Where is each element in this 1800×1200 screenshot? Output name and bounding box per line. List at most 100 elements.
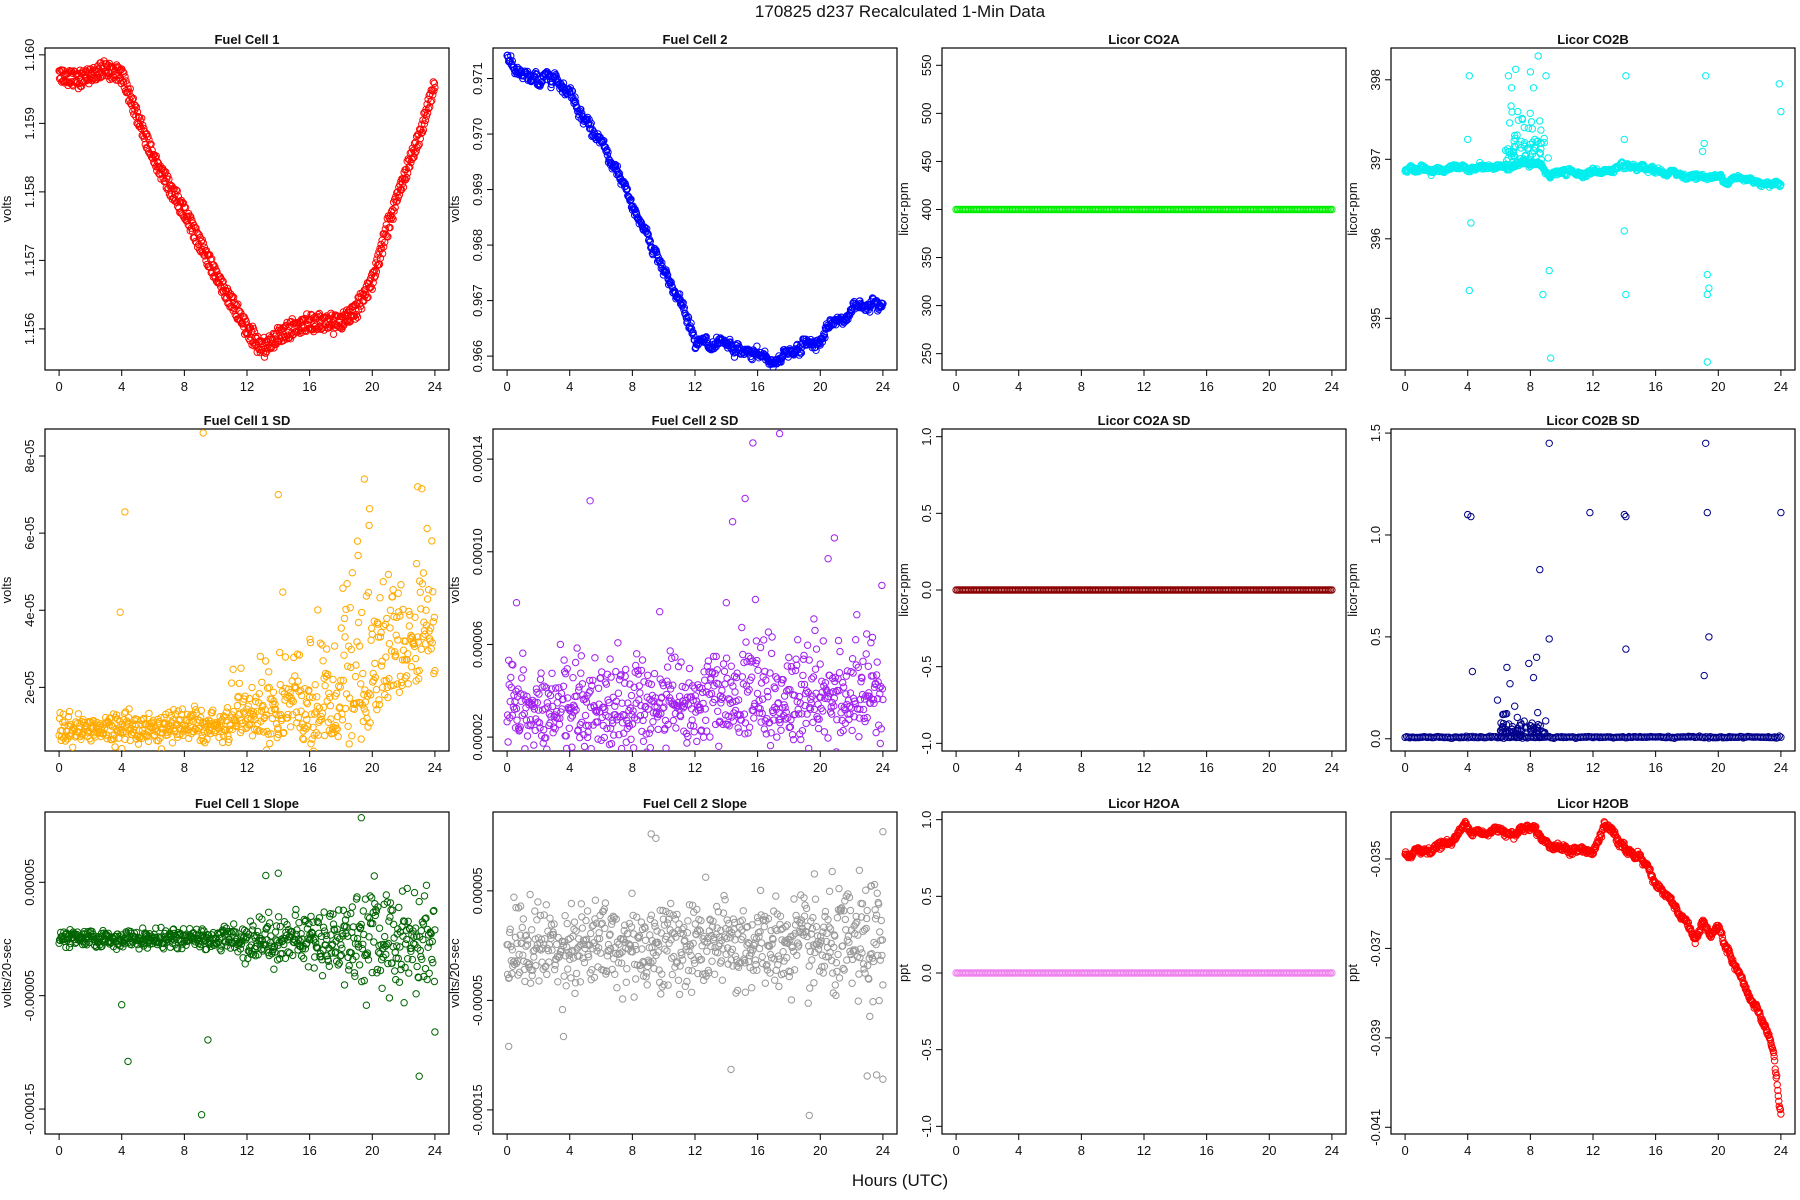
- data-point: [367, 636, 375, 644]
- data-point: [286, 689, 294, 697]
- data-point: [204, 716, 213, 724]
- data-point: [358, 305, 366, 313]
- data-point: [371, 272, 379, 280]
- data-point: [1777, 508, 1785, 517]
- data-point: [376, 594, 384, 602]
- data-point: [260, 713, 269, 722]
- data-point: [627, 735, 635, 743]
- data-point: [738, 673, 746, 681]
- data-point: [859, 705, 868, 714]
- y-tick-label: 0.966: [470, 340, 485, 373]
- y-tick-label: 1.158: [22, 176, 37, 209]
- data-point: [404, 650, 412, 658]
- x-tick-label: 12: [1586, 379, 1600, 394]
- data-point: [542, 734, 550, 742]
- y-tick-label: 0.00006: [470, 621, 485, 668]
- data-point: [345, 740, 353, 748]
- data-point: [615, 731, 623, 739]
- data-point: [1513, 713, 1522, 722]
- data-point: [764, 693, 772, 701]
- data-point: [763, 687, 772, 696]
- data-point: [351, 700, 359, 708]
- data-point: [398, 656, 407, 664]
- data-point: [791, 666, 800, 675]
- data-point: [617, 744, 626, 751]
- data-point: [773, 675, 781, 683]
- data-point: [514, 724, 523, 732]
- data-point: [799, 671, 807, 680]
- x-tick-label: 8: [1078, 760, 1085, 775]
- data-point: [334, 732, 342, 741]
- data-point: [675, 290, 684, 298]
- data-point: [1526, 109, 1534, 118]
- data-point: [798, 727, 807, 735]
- data-point: [659, 704, 667, 712]
- data-point: [543, 699, 551, 707]
- data-point: [621, 672, 629, 680]
- data-point: [773, 733, 781, 741]
- data-point: [606, 724, 615, 732]
- data-point: [411, 654, 420, 663]
- data-point: [543, 745, 551, 751]
- data-point: [259, 701, 267, 710]
- data-point: [159, 945, 168, 953]
- data-point: [284, 710, 292, 719]
- data-point: [812, 645, 821, 653]
- data-point: [719, 660, 728, 668]
- data-point: [656, 675, 664, 683]
- data-point: [1522, 728, 1530, 736]
- data-point: [687, 319, 695, 327]
- data-point: [836, 647, 844, 656]
- x-tick-label: 8: [629, 379, 636, 394]
- data-point: [296, 686, 305, 695]
- data-point: [869, 672, 877, 680]
- y-tick-label: 0.00014: [470, 436, 485, 483]
- data-point: [329, 330, 338, 338]
- data-point: [187, 213, 195, 221]
- data-point: [390, 207, 398, 215]
- data-point: [756, 643, 765, 652]
- data-point: [224, 738, 233, 746]
- data-point: [198, 731, 207, 740]
- x-tick-label: 0: [55, 379, 62, 394]
- data-point: [569, 674, 577, 682]
- data-point: [316, 639, 325, 647]
- data-point: [162, 168, 170, 176]
- data-point: [839, 726, 847, 735]
- data-point: [725, 722, 733, 730]
- data-point: [573, 644, 581, 652]
- data-point: [125, 88, 133, 96]
- data-point: [422, 606, 430, 614]
- data-point: [1328, 586, 1336, 594]
- data-point: [169, 716, 177, 724]
- data-point: [196, 233, 204, 242]
- data-point: [833, 716, 841, 724]
- x-tick-label: 0: [1401, 760, 1408, 775]
- data-point: [380, 243, 388, 251]
- data-point: [423, 595, 432, 603]
- data-point: [1705, 633, 1713, 641]
- data-point: [686, 721, 695, 730]
- data-point: [809, 673, 818, 681]
- data-point: [369, 279, 377, 287]
- data-point: [179, 199, 188, 207]
- data-point: [241, 692, 249, 700]
- y-tick-label: 1.5: [1368, 424, 1383, 442]
- data-point: [591, 654, 599, 662]
- data-point: [1535, 159, 1543, 167]
- data-point: [1520, 142, 1529, 151]
- data-point: [1702, 439, 1710, 447]
- data-point: [664, 720, 672, 729]
- data-point: [382, 653, 390, 661]
- data-point: [350, 705, 359, 713]
- data-point: [332, 689, 341, 697]
- data-point: [717, 699, 725, 707]
- data-point: [372, 685, 381, 694]
- data-point: [782, 708, 790, 716]
- data-point: [1539, 290, 1547, 299]
- series-fc1slope: [55, 814, 439, 1119]
- data-point: [116, 608, 124, 616]
- data-point: [222, 708, 231, 716]
- data-point: [391, 648, 399, 656]
- data-point: [152, 152, 161, 160]
